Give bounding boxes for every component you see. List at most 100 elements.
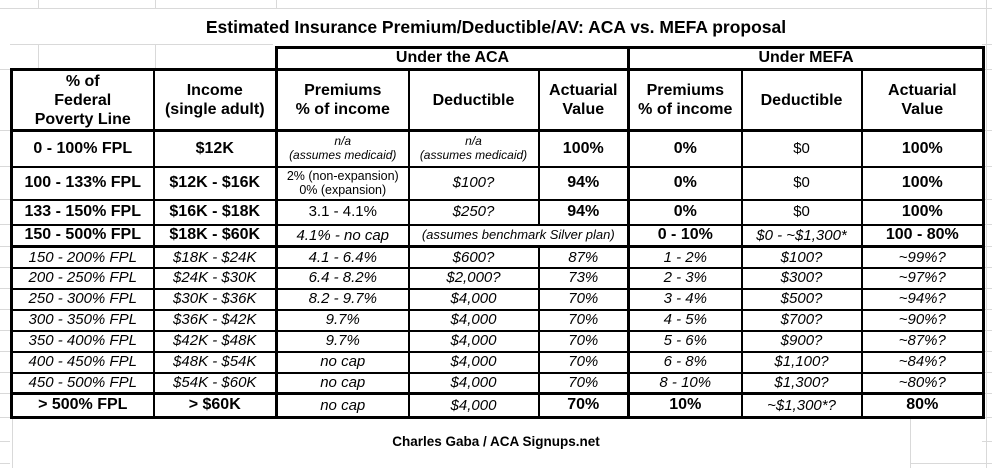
fpl-cell: 400 - 450% FPL [10,350,155,374]
gridline [0,130,10,131]
mefa-deductible-cell: $100? [740,245,863,269]
col-header-aca-av: Actuarial Value [537,68,630,132]
gridline [0,330,10,331]
comparison-table: Under the ACA Under MEFA % of Federal Po… [10,46,986,419]
gridline [910,463,992,464]
table-row: 0 - 100% FPL $12K n/a (assumes medicaid)… [10,129,986,168]
table-row: 350 - 400% FPL $42K - $48K 9.7% $4,000 7… [10,329,986,353]
col-header-mefa-av: Actuarial Value [860,68,986,132]
mefa-av-cell: 80% [860,392,986,419]
aca-premium-cell: 8.2 - 9.7% [275,287,410,311]
table-row: 400 - 450% FPL $48K - $54K no cap $4,000… [10,350,986,374]
gridline [982,69,992,70]
col-header-mefa-deductible: Deductible [740,68,863,132]
mefa-premium-cell: 6 - 8% [627,350,743,374]
gridline [12,418,13,468]
mefa-premium-cell: 0% [627,165,743,201]
col-header-mefa-premiums: Premiums % of income [627,68,743,132]
gridline [0,199,10,200]
mefa-av-cell: 100% [860,129,986,168]
aca-premium-cell: no cap [275,350,410,374]
fpl-cell: 150 - 200% FPL [10,245,155,269]
gridline [986,0,987,468]
gridline [0,267,10,268]
aca-premium-cell: 3.1 - 4.1% [275,198,410,226]
aca-av-cell: 70% [537,371,630,395]
gridline [982,130,992,131]
table-row: > 500% FPL > $60K no cap $4,000 70% 10% … [10,392,986,419]
fpl-cell: 350 - 400% FPL [10,329,155,353]
gridline [982,441,992,442]
gridline [982,351,992,352]
mefa-premium-cell: 0% [627,198,743,226]
gridline [0,309,10,310]
aca-deductible-cell: $4,000 [407,329,540,353]
attribution: Charles Gaba / ACA Signups.net [392,434,600,449]
mefa-premium-cell: 3 - 4% [627,287,743,311]
group-header-mefa: Under MEFA [627,46,986,71]
mefa-premium-cell: 5 - 6% [627,329,743,353]
gridline [982,393,992,394]
table-row: 150 - 500% FPL $18K - $60K 4.1% - no cap… [10,223,986,248]
aca-deductible-cell: $100? [407,165,540,201]
gridline [38,0,39,8]
aca-av-cell: 87% [537,245,630,269]
mefa-deductible-cell: $1,300? [740,371,863,395]
aca-premium-cell: 4.1% - no cap [275,223,410,248]
col-header-aca-premiums: Premiums % of income [275,68,410,132]
gridline [982,166,992,167]
mefa-deductible-cell: $0 [740,129,863,168]
income-cell: $54K - $60K [152,371,278,395]
col-header-aca-deductible: Deductible [407,68,540,132]
mefa-deductible-cell: $0 [740,198,863,226]
aca-av-cell: 70% [537,308,630,332]
gridline [982,267,992,268]
fpl-cell: 100 - 133% FPL [10,165,155,201]
col-header-fpl: % of Federal Poverty Line [10,68,155,132]
gridline [276,0,277,8]
aca-deductible-cell: $4,000 [407,287,540,311]
aca-av-cell: 94% [537,165,630,201]
gridline [982,288,992,289]
income-cell: $48K - $54K [152,350,278,374]
fpl-cell: 250 - 300% FPL [10,287,155,311]
mefa-deductible-cell: $700? [740,308,863,332]
group-header-row: Under the ACA Under MEFA [12,46,986,71]
mefa-av-cell: 100 - 80% [860,223,986,248]
gridline [0,69,10,70]
aca-premium-cell: 9.7% [275,329,410,353]
mefa-av-cell: ~80%? [860,371,986,395]
gridline [982,417,992,418]
aca-av-cell: 70% [537,287,630,311]
aca-deductible-cell: $2,000? [407,266,540,290]
mefa-av-cell: ~99%? [860,245,986,269]
table-row: 250 - 300% FPL $30K - $36K 8.2 - 9.7% $4… [10,287,986,311]
gridline [982,224,992,225]
income-cell: > $60K [152,392,278,419]
aca-av-cell: 94% [537,198,630,226]
gridline [982,309,992,310]
aca-av-cell: 70% [537,392,630,419]
gridline [0,8,992,9]
income-cell: $24K - $30K [152,266,278,290]
aca-deductible-cell: n/a (assumes medicaid) [407,129,540,168]
fpl-cell: 150 - 500% FPL [10,223,155,248]
mefa-deductible-cell: $900? [740,329,863,353]
mefa-premium-cell: 0% [627,129,743,168]
blank-cell [12,48,154,70]
income-cell: $16K - $18K [152,198,278,226]
table-row: 150 - 200% FPL $18K - $24K 4.1 - 6.4% $6… [10,245,986,269]
mefa-av-cell: ~87%? [860,329,986,353]
aca-av-cell: 70% [537,329,630,353]
fpl-cell: 300 - 350% FPL [10,308,155,332]
mefa-premium-cell: 8 - 10% [627,371,743,395]
mefa-deductible-cell: $300? [740,266,863,290]
gridline [0,246,10,247]
aca-premium-cell: no cap [275,392,410,419]
column-header-row: % of Federal Poverty Line Income (single… [10,68,986,132]
aca-deductible-cell: $4,000 [407,392,540,419]
table-row: 300 - 350% FPL $36K - $42K 9.7% $4,000 7… [10,308,986,332]
gridline [10,44,273,45]
gridline [0,417,10,418]
table-row: 200 - 250% FPL $24K - $30K 6.4 - 8.2% $2… [10,266,986,290]
